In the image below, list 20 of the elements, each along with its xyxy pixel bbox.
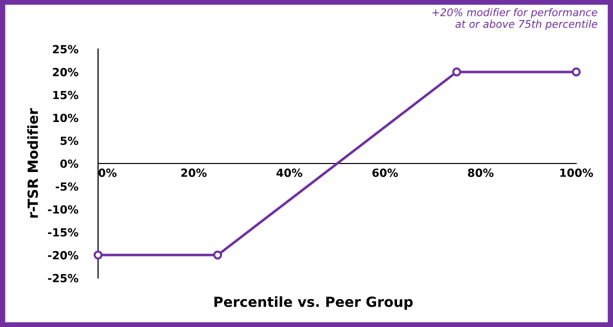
x-tick-label: 80% [468,168,494,177]
y-tick-label: 25% [52,45,78,54]
y-tick-label: -25% [48,274,78,282]
x-tick-label: 60% [372,168,398,177]
y-tick-label: 5% [60,136,78,145]
y-tick-label: -5% [56,182,78,191]
y-tick-label: 20% [52,68,78,76]
x-axis-title: Percentile vs. Peer Group [214,296,413,310]
y-tick-label: 15% [53,90,78,100]
y-tick-label: -20% [48,251,78,260]
y-tick-label: -10% [48,205,78,214]
y-tick-label: 10% [53,114,78,122]
x-tick-label: 40% [276,168,302,177]
x-tick-label: 20% [181,168,207,177]
text: +20% modifier for performance at or above 75th percentile [432,8,598,30]
x-tick-label: 100% [560,168,594,177]
x-tick-label: 0% [98,168,117,177]
y-tick-label: -15% [48,228,78,237]
y-tick-label: 0% [60,159,78,168]
y-axis-title: r-TSR Modifier [27,108,38,218]
